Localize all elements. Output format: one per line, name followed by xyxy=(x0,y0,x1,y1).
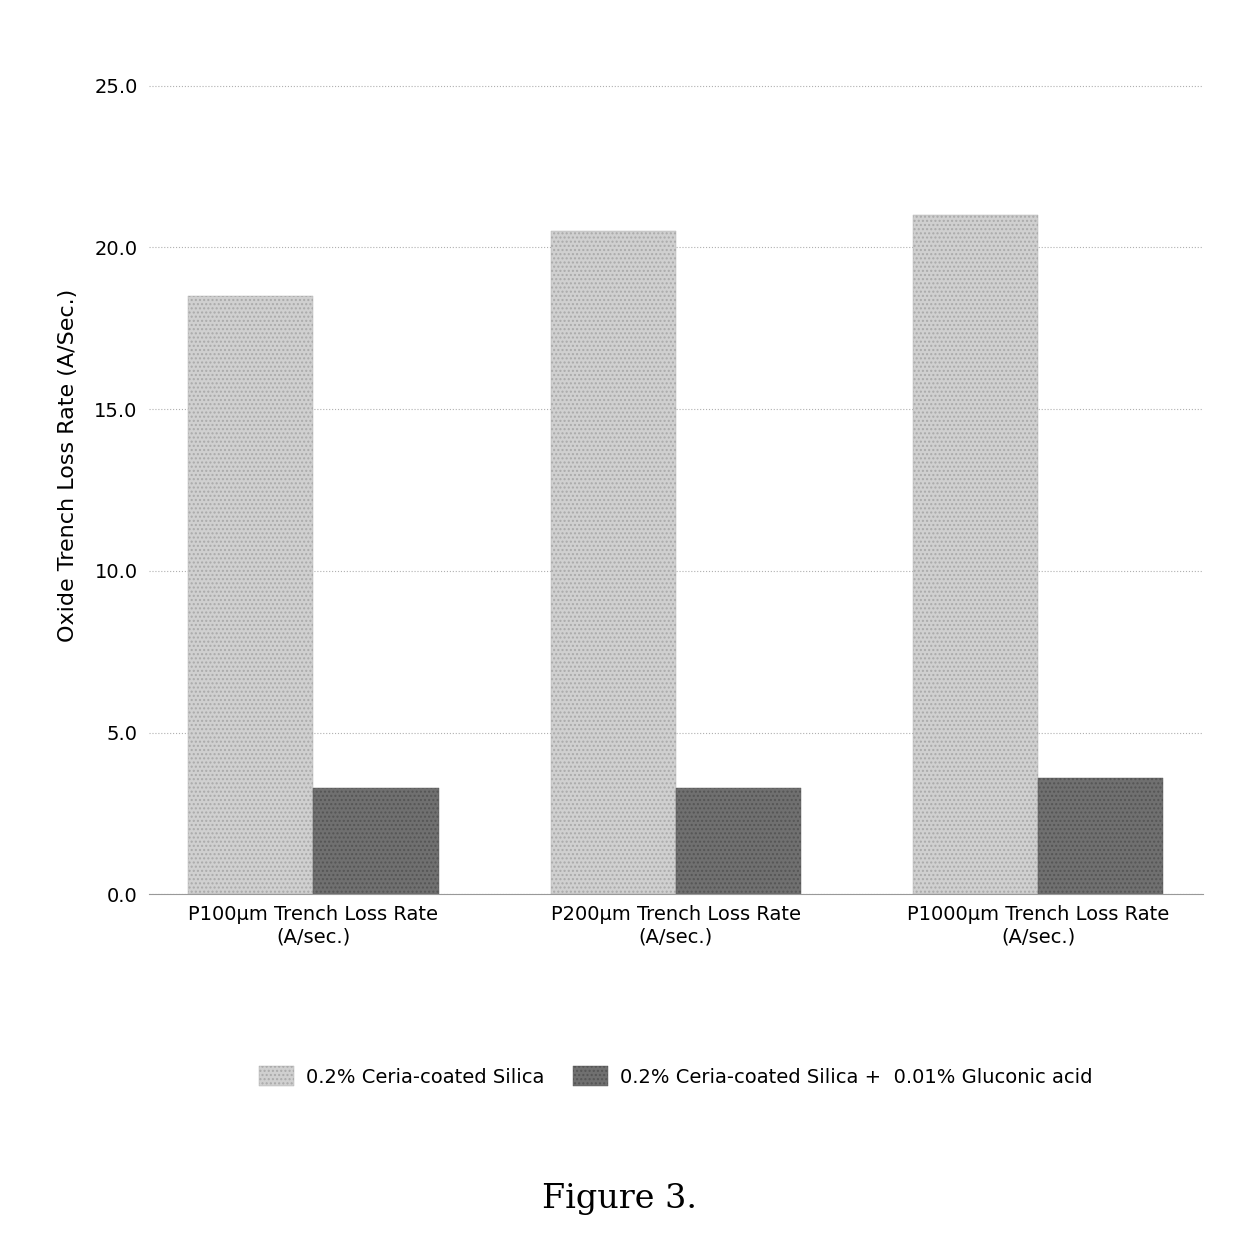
Bar xyxy=(913,215,1038,894)
Legend: 0.2% Ceria-coated Silica, 0.2% Ceria-coated Silica +  0.01% Gluconic acid: 0.2% Ceria-coated Silica, 0.2% Ceria-coa… xyxy=(252,1058,1100,1094)
Text: Figure 3.: Figure 3. xyxy=(543,1182,697,1215)
Bar xyxy=(188,296,314,894)
Bar xyxy=(1038,777,1163,894)
Y-axis label: Oxide Trench Loss Rate (A/Sec.): Oxide Trench Loss Rate (A/Sec.) xyxy=(57,289,78,642)
Bar xyxy=(314,787,439,894)
Bar xyxy=(676,787,801,894)
Bar xyxy=(551,231,676,894)
